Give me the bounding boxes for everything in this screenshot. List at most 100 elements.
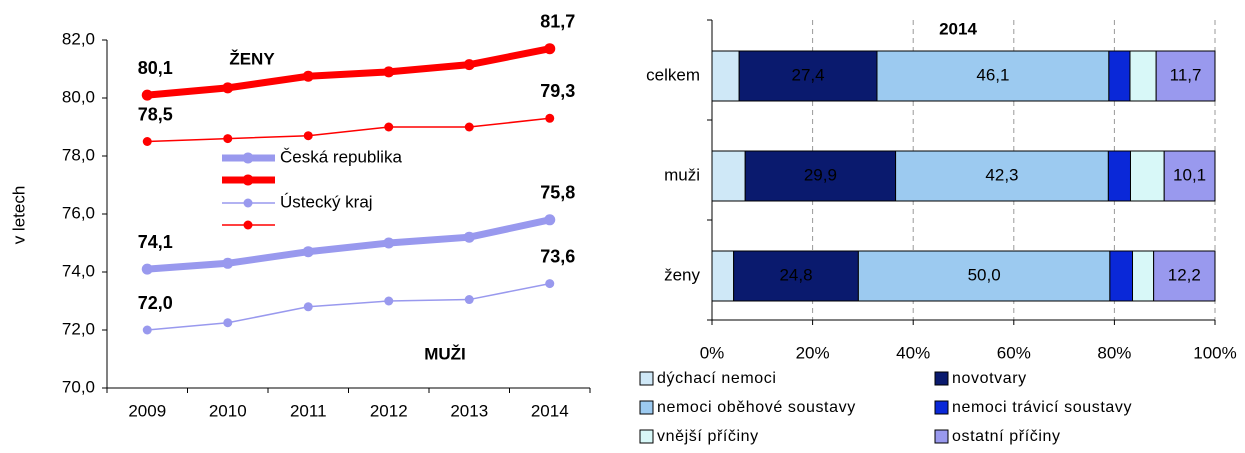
marker	[302, 246, 314, 258]
marker	[383, 237, 395, 249]
y-tick-label: 70,0	[62, 377, 95, 396]
marker	[384, 122, 394, 132]
bar-segment	[1163, 150, 1216, 202]
marker	[544, 214, 556, 226]
marker	[303, 302, 313, 312]
y-tick-label: ženy	[664, 265, 700, 284]
data-label: 78,5	[138, 104, 173, 124]
marker	[463, 59, 475, 71]
bar-segment	[1108, 50, 1131, 102]
marker	[464, 295, 474, 305]
y-tick-label: celkem	[646, 65, 700, 84]
data-label: 42,3	[985, 165, 1018, 184]
line-series	[147, 117, 550, 143]
data-label: 79,3	[540, 81, 575, 101]
y-tick-label: 74,0	[62, 261, 95, 280]
marker	[302, 70, 314, 82]
bar-segment	[738, 50, 878, 102]
bar-segment	[711, 50, 740, 102]
data-label: 46,1	[976, 65, 1009, 84]
legend-label: nemoci oběhové soustavy	[657, 399, 856, 416]
legend-swatch	[934, 371, 949, 386]
marker	[545, 279, 555, 289]
legend-marker	[243, 198, 253, 208]
marker	[464, 122, 474, 132]
x-tick-label: 40%	[896, 343, 930, 362]
data-label: 24,8	[779, 265, 812, 284]
data-label: 73,6	[540, 246, 575, 266]
bar-segment	[711, 150, 746, 202]
legend-label: ostatní příčiny	[952, 428, 1061, 445]
bar-segment	[733, 250, 859, 302]
y-tick-label: 76,0	[62, 203, 95, 222]
marker	[223, 134, 233, 144]
bar-segment	[895, 150, 1109, 202]
x-tick-label: 20%	[796, 343, 830, 362]
marker	[141, 263, 153, 275]
legend-marker	[242, 152, 254, 164]
marker	[383, 66, 395, 78]
marker	[384, 296, 394, 306]
marker	[223, 318, 233, 328]
legend-swatch	[934, 429, 949, 444]
x-tick-label: 2013	[450, 401, 488, 420]
bar-segment	[744, 150, 897, 202]
marker	[303, 131, 313, 141]
data-label: 80,1	[138, 58, 173, 78]
legend-label: dýchací nemoci	[657, 370, 777, 387]
annotation: MUŽI	[424, 344, 466, 363]
y-tick-label: 82,0	[62, 29, 95, 48]
marker	[544, 43, 556, 55]
x-tick-label: 0%	[700, 343, 725, 362]
data-label: 72,0	[138, 293, 173, 313]
data-label: 29,9	[804, 165, 837, 184]
x-tick-label: 2009	[128, 401, 166, 420]
bar-segment	[1153, 250, 1216, 302]
legend-swatch	[934, 400, 949, 415]
x-tick-label: 80%	[1097, 343, 1131, 362]
marker	[142, 325, 152, 335]
legend-label: Ústecký kraj	[280, 192, 373, 211]
legend-label: nemoci trávicí soustavy	[952, 399, 1132, 416]
bar-segment	[857, 250, 1111, 302]
y-tick-label: 72,0	[62, 319, 95, 338]
data-label: 74,1	[138, 232, 173, 252]
marker	[545, 113, 555, 123]
legend-label: Česká republika	[280, 147, 402, 166]
bar-segment	[1107, 150, 1131, 202]
bar-segment	[876, 50, 1110, 102]
y-tick-label: 78,0	[62, 145, 95, 164]
bar-segment	[1129, 50, 1157, 102]
y-tick-label: 80,0	[62, 87, 95, 106]
data-label: 27,4	[792, 65, 825, 84]
x-tick-label: 60%	[997, 343, 1031, 362]
data-label: 50,0	[968, 265, 1001, 284]
bar-segment	[1155, 50, 1216, 102]
legend-swatch	[639, 400, 654, 415]
x-tick-label: 2010	[209, 401, 247, 420]
bar-segment	[711, 250, 735, 302]
data-label: 10,1	[1173, 165, 1206, 184]
y-tick-label: muži	[664, 165, 700, 184]
data-label: 75,8	[540, 183, 575, 203]
data-label: 81,7	[540, 11, 575, 31]
data-label: 11,7	[1170, 65, 1202, 84]
bar-segment	[1132, 250, 1155, 302]
marker	[463, 231, 475, 243]
legend-label: novotvary	[952, 370, 1027, 387]
marker	[142, 137, 152, 146]
line-series	[146, 45, 551, 99]
line-series	[146, 216, 551, 273]
x-tick-label: 2011	[290, 401, 327, 420]
bar-segment	[1109, 250, 1134, 302]
data-label: 12,2	[1168, 265, 1201, 284]
y-axis-title: v letech	[9, 186, 28, 245]
legend-swatch	[639, 371, 654, 386]
marker	[141, 89, 153, 101]
x-tick-label: 2012	[370, 401, 408, 420]
marker	[222, 82, 234, 94]
legend-swatch	[639, 429, 654, 444]
legend-label: vnější příčiny	[657, 428, 759, 445]
x-tick-label: 100%	[1193, 343, 1236, 362]
